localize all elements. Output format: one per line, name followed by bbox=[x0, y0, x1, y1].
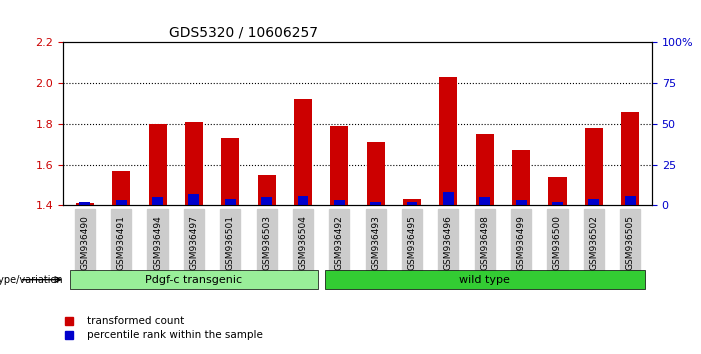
Bar bbox=[185, 122, 203, 205]
Bar bbox=[370, 202, 381, 205]
Bar bbox=[225, 199, 236, 205]
Bar bbox=[76, 203, 94, 205]
Bar bbox=[621, 112, 639, 205]
Bar bbox=[112, 171, 130, 205]
Bar bbox=[222, 138, 239, 205]
Bar bbox=[407, 202, 418, 205]
Text: Pdgf-c transgenic: Pdgf-c transgenic bbox=[145, 275, 243, 285]
Bar bbox=[548, 177, 566, 205]
Bar bbox=[152, 197, 163, 205]
Bar bbox=[479, 197, 490, 205]
Bar bbox=[297, 195, 308, 205]
Bar bbox=[116, 200, 127, 205]
Bar bbox=[443, 192, 454, 205]
Bar bbox=[588, 199, 599, 205]
Bar bbox=[257, 175, 275, 205]
Bar bbox=[512, 150, 530, 205]
Text: wild type: wild type bbox=[459, 275, 510, 285]
Text: genotype/variation: genotype/variation bbox=[0, 275, 63, 285]
Bar bbox=[585, 128, 603, 205]
Bar bbox=[625, 195, 636, 205]
Text: GDS5320 / 10606257: GDS5320 / 10606257 bbox=[169, 26, 318, 40]
Bar bbox=[149, 124, 167, 205]
FancyBboxPatch shape bbox=[70, 270, 318, 289]
Bar bbox=[79, 202, 90, 205]
FancyBboxPatch shape bbox=[325, 270, 645, 289]
Text: transformed count: transformed count bbox=[87, 316, 184, 326]
Bar bbox=[334, 200, 345, 205]
Bar bbox=[440, 77, 458, 205]
Bar bbox=[294, 99, 312, 205]
Text: percentile rank within the sample: percentile rank within the sample bbox=[87, 330, 262, 340]
Bar bbox=[189, 194, 199, 205]
Bar bbox=[476, 134, 494, 205]
Bar bbox=[261, 197, 272, 205]
Bar bbox=[552, 202, 563, 205]
Bar bbox=[330, 126, 348, 205]
Bar bbox=[516, 200, 526, 205]
Bar bbox=[403, 199, 421, 205]
Bar bbox=[367, 142, 385, 205]
